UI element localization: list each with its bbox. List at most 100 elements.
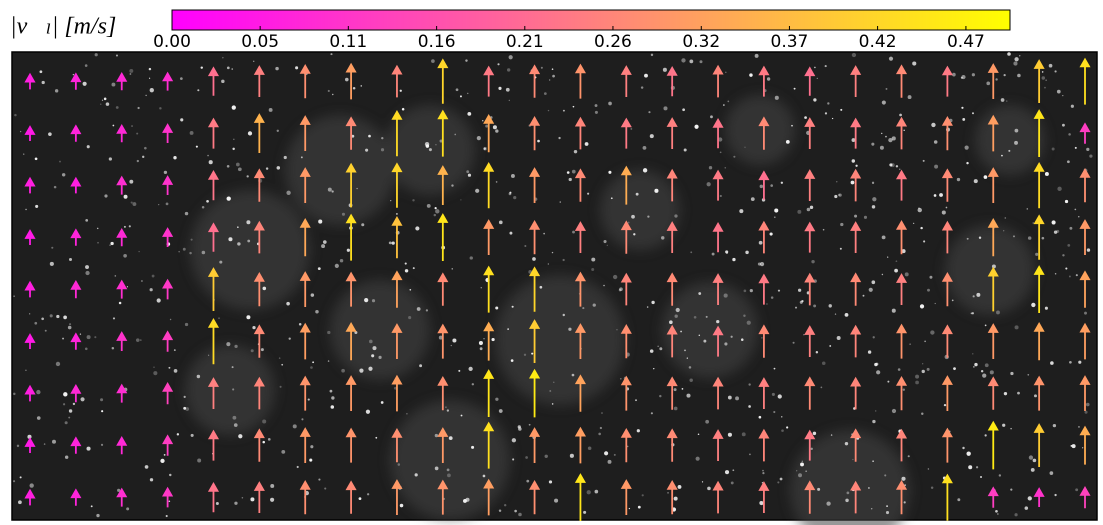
velocity-arrow xyxy=(850,272,862,306)
velocity-arrow xyxy=(941,375,953,411)
velocity-arrow xyxy=(116,331,128,351)
velocity-arrow xyxy=(391,323,403,359)
velocity-arrow xyxy=(758,220,770,254)
velocity-arrow xyxy=(712,169,724,201)
velocity-arrow xyxy=(24,280,36,298)
velocity-arrow xyxy=(345,213,357,261)
velocity-arrow xyxy=(437,272,449,306)
velocity-arrow xyxy=(345,162,357,208)
colorbar-tick-label: 0.00 xyxy=(153,32,191,52)
velocity-arrow xyxy=(620,375,632,411)
colorbar-tick-label: 0.26 xyxy=(594,32,632,52)
velocity-arrow xyxy=(941,220,953,254)
velocity-arrow xyxy=(299,63,311,99)
velocity-arrow xyxy=(804,325,816,357)
velocity-arrow xyxy=(574,116,586,150)
velocity-arrow xyxy=(24,176,36,194)
velocity-arrow xyxy=(1033,161,1045,209)
velocity-arrow xyxy=(116,227,128,247)
velocity-arrow xyxy=(850,221,862,253)
velocity-arrow xyxy=(162,434,174,456)
velocity-arrow xyxy=(712,117,724,149)
velocity-arrow xyxy=(758,170,770,200)
velocity-arrow xyxy=(987,63,999,99)
velocity-arrow xyxy=(437,165,449,205)
velocity-arrow xyxy=(804,376,816,410)
velocity-arrow xyxy=(116,71,128,91)
velocity-arrow xyxy=(24,72,36,90)
velocity-arrow xyxy=(850,480,862,514)
velocity-arrow xyxy=(483,478,495,516)
colorbar-tick-label: 0.05 xyxy=(241,32,279,52)
velocity-arrow xyxy=(1033,321,1045,361)
velocity-arrow xyxy=(574,374,586,412)
velocity-arrow xyxy=(483,421,495,469)
velocity-arrow xyxy=(1079,485,1091,509)
velocity-arrow xyxy=(574,168,586,202)
velocity-arrow xyxy=(24,333,36,349)
velocity-arrow xyxy=(758,428,770,462)
velocity-arrow xyxy=(941,473,953,521)
velocity-arrow xyxy=(987,323,999,359)
velocity-arrow xyxy=(529,319,541,363)
velocity-arrow xyxy=(666,168,678,202)
velocity-arrow xyxy=(666,117,678,149)
velocity-arrow xyxy=(712,429,724,461)
velocity-arrow xyxy=(987,217,999,257)
velocity-arrow xyxy=(574,323,586,359)
velocity-arrow xyxy=(253,65,265,97)
velocity-arrow xyxy=(345,116,357,150)
velocity-arrow xyxy=(70,228,82,246)
velocity-arrow xyxy=(712,376,724,410)
velocity-arrow xyxy=(437,213,449,261)
colorbar-tick-label: 0.21 xyxy=(506,32,544,52)
velocity-arrow xyxy=(758,65,770,97)
velocity-arrow xyxy=(758,481,770,513)
velocity-arrow xyxy=(345,271,357,307)
velocity-arrow xyxy=(116,123,128,143)
velocity-arrow xyxy=(483,65,495,97)
velocity-arrow xyxy=(666,479,678,515)
velocity-arrow xyxy=(70,176,82,194)
velocity-arrow xyxy=(437,479,449,515)
velocity-arrow xyxy=(620,479,632,515)
velocity-arrow xyxy=(895,428,908,462)
velocity-arrow xyxy=(162,227,174,247)
velocity-arrow xyxy=(804,221,816,253)
velocity-arrow xyxy=(70,383,82,403)
velocity-arrow xyxy=(620,323,632,359)
velocity-arrow xyxy=(850,117,862,149)
velocity-arrow xyxy=(116,435,128,455)
colorbar-tick-label: 0.42 xyxy=(859,32,897,52)
velocity-arrow xyxy=(758,324,770,358)
velocity-arrow xyxy=(70,436,82,454)
velocity-arrow xyxy=(529,427,541,463)
velocity-arrow xyxy=(162,123,174,143)
velocity-arrow xyxy=(437,427,449,463)
velocity-arrow xyxy=(1079,270,1091,308)
velocity-arrow xyxy=(804,117,816,149)
velocity-arrow xyxy=(850,65,862,97)
velocity-arrow xyxy=(574,63,586,99)
velocity-arrow xyxy=(437,109,449,157)
velocity-arrow xyxy=(804,480,816,514)
velocity-arrow xyxy=(850,376,862,410)
colorbar-tick-label: 0.32 xyxy=(682,32,720,52)
velocity-arrow xyxy=(391,479,403,515)
velocity-arrow xyxy=(666,65,678,97)
velocity-arrow xyxy=(987,266,999,312)
velocity-arrow xyxy=(712,64,724,98)
velocity-arrow xyxy=(1079,219,1091,255)
velocity-arrow xyxy=(987,167,999,203)
velocity-arrow xyxy=(162,330,174,352)
velocity-arrow xyxy=(1033,265,1045,313)
velocity-arrow xyxy=(1079,122,1091,144)
velocity-arrow xyxy=(758,116,770,150)
velocity-arrow xyxy=(299,271,311,307)
colorbar-tick-label: 0.11 xyxy=(329,32,367,52)
velocity-arrow xyxy=(116,383,128,403)
velocity-arrow xyxy=(299,322,311,360)
velocity-arrow xyxy=(850,168,862,202)
velocity-arrow xyxy=(1079,425,1091,465)
velocity-arrow xyxy=(70,124,82,142)
